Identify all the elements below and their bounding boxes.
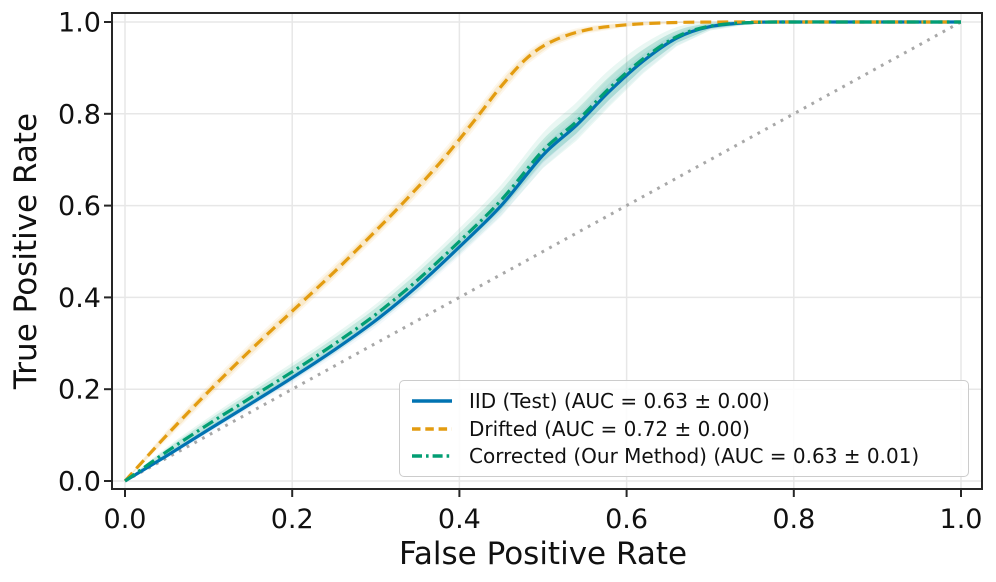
x-tick-label: 1.0	[940, 504, 983, 535]
series-line-corrected	[124, 20, 961, 483]
chance-diagonal-line	[124, 20, 962, 483]
legend-line-icon-iid	[412, 399, 452, 403]
x-tick-label: 0.0	[104, 504, 147, 535]
legend-line-icon-corrected	[412, 454, 452, 458]
legend-label-drifted: Drifted (AUC = 0.72 ± 0.00)	[469, 416, 750, 441]
y-tick-label: 0.2	[58, 375, 101, 406]
y-tick-label: 0.6	[58, 191, 101, 222]
x-tick-label: 0.6	[605, 504, 648, 535]
legend-label-corrected: Corrected (Our Method) (AUC = 0.63 ± 0.0…	[469, 444, 920, 469]
x-tick-label: 0.2	[271, 504, 314, 535]
legend: IID (Test) (AUC = 0.63 ± 0.00) Drifted (…	[399, 380, 969, 477]
legend-label-iid: IID (Test) (AUC = 0.63 ± 0.00)	[469, 388, 770, 413]
axes-spines	[111, 12, 983, 490]
x-tick-label: 0.4	[438, 504, 481, 535]
y-tick-label: 0.8	[58, 99, 101, 130]
x-tick-label: 0.8	[772, 504, 815, 535]
y-axis-label: True Positive Rate	[8, 112, 44, 390]
legend-item-drifted: Drifted (AUC = 0.72 ± 0.00)	[410, 417, 958, 441]
y-tick-label: 1.0	[58, 8, 101, 39]
legend-line-icon-drifted	[412, 426, 452, 431]
x-axis-label: False Positive Rate	[398, 536, 688, 572]
y-tick-label: 0.0	[58, 467, 101, 498]
y-tick-label: 0.4	[58, 283, 101, 314]
legend-item-corrected: Corrected (Our Method) (AUC = 0.63 ± 0.0…	[410, 444, 958, 468]
legend-item-iid: IID (Test) (AUC = 0.63 ± 0.00)	[410, 389, 958, 413]
